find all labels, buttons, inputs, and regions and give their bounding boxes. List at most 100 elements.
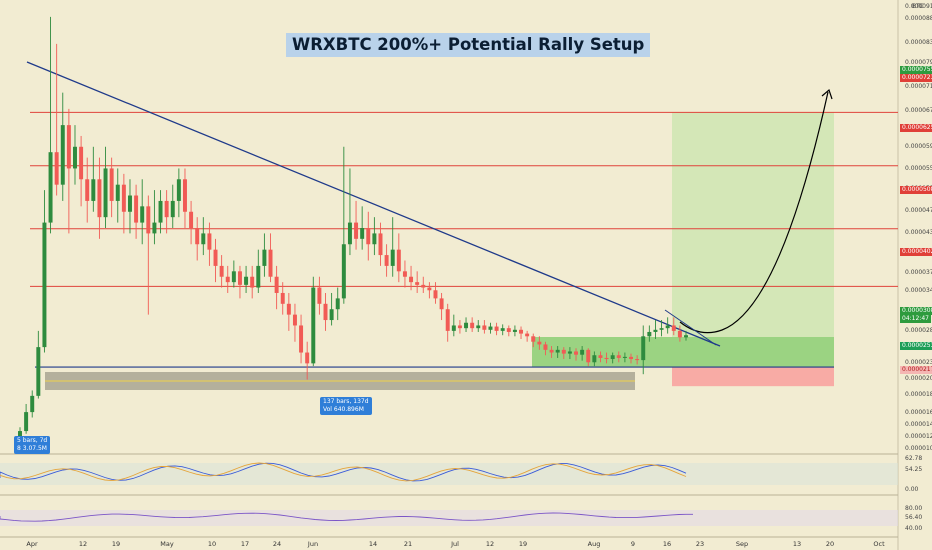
y-tick-label: 0.00006700 [905, 107, 932, 114]
candle-body [311, 287, 316, 364]
candle-body [684, 335, 688, 338]
candle-body [274, 276, 279, 293]
candle-body [256, 265, 261, 288]
x-tick-label: May [160, 540, 174, 548]
candle-body [635, 359, 640, 361]
y-tick-label: 0.00005900 [905, 143, 932, 150]
candle-body [299, 325, 304, 353]
candle-body [152, 222, 157, 234]
candle-body [170, 200, 175, 218]
x-tick-label: 13 [793, 540, 801, 548]
y-tick-label: 0.00007900 [905, 59, 932, 66]
currency-label: BTC [912, 3, 924, 10]
candle-body [97, 179, 102, 218]
candle-body [543, 344, 548, 350]
candle-body [244, 276, 249, 285]
candle-body [372, 233, 377, 245]
y-tick-label: 0.00004700 [905, 207, 932, 214]
candle-body [115, 184, 120, 201]
candle-body [390, 249, 395, 266]
candle-body [127, 195, 132, 212]
x-tick-label: 24 [273, 540, 281, 548]
price-tag-7: 04:12:47 [900, 315, 931, 323]
candle-body [464, 322, 469, 329]
x-tick-label: Jul [450, 540, 459, 548]
candle-body [213, 249, 218, 266]
y-tick-label: 0.00007100 [905, 83, 932, 90]
lower-tick-label: 40.00 [905, 525, 922, 532]
stoch-band [0, 463, 898, 485]
candle-body [237, 271, 242, 285]
candle-body [79, 146, 84, 180]
x-tick-label: 20 [826, 540, 834, 548]
candle-body [561, 349, 566, 354]
candle-body [592, 355, 597, 363]
candle-body [323, 303, 328, 321]
candle-body [18, 431, 22, 440]
candle-body [476, 325, 481, 329]
candle-body [574, 351, 579, 355]
candle-body [537, 341, 542, 345]
candle-body [219, 265, 224, 277]
candle-body [335, 298, 340, 310]
candle-body [292, 314, 297, 326]
candle-body [470, 322, 475, 329]
candle-body [286, 303, 291, 315]
candle-body [647, 331, 652, 337]
y-tick-label: 0.00008800 [905, 15, 932, 22]
projection-curve [679, 91, 829, 334]
y-tick-label: 0.00002050 [905, 375, 932, 382]
y-tick-label: 0.00008300 [905, 39, 932, 46]
price-tag-1: 0.00007554 [900, 66, 932, 74]
candle-body [500, 328, 505, 331]
price-tag-5: 0.00004021 [900, 248, 932, 256]
candle-body [305, 352, 310, 364]
candle-body [103, 168, 108, 218]
range-badge-line-2: Vol 640.896M [323, 406, 364, 413]
candle-body [30, 395, 35, 413]
x-tick-label: 19 [519, 540, 527, 548]
stoch-tick-label: 54.25 [905, 466, 922, 473]
candle-body [567, 351, 572, 354]
candle-body [207, 233, 212, 250]
candle-body [347, 222, 352, 245]
candle-body [629, 356, 633, 360]
candle-body [121, 184, 126, 212]
candle-body [158, 200, 163, 223]
candle-body [176, 179, 181, 201]
lower-panel-band [0, 510, 898, 526]
y-tick-label: 0.00003400 [905, 287, 932, 294]
x-tick-label: Apr [26, 540, 38, 548]
candle-body [677, 330, 682, 338]
stoch-tick-label: 0.00 [905, 486, 919, 493]
candle-body [451, 325, 456, 331]
target-zone [672, 112, 834, 337]
candle-body [189, 211, 194, 228]
candle-body [54, 152, 59, 185]
candle-body [140, 206, 145, 223]
candle-body [36, 347, 41, 396]
y-tick-label: 0.00002800 [905, 327, 932, 334]
x-tick-label: Jun [307, 540, 318, 548]
candle-body [433, 290, 438, 299]
candle-body [616, 355, 621, 358]
candle-body [445, 309, 450, 331]
y-tick-label: 0.00001060 [905, 445, 932, 452]
candle-body [250, 276, 255, 288]
candle-body [85, 179, 90, 201]
stop-zone [672, 367, 834, 387]
bars-range-badge-center: 137 bars, 137d Vol 640.896M [320, 397, 372, 415]
candle-body [604, 357, 609, 360]
candle-body [384, 255, 389, 266]
stoch-d-line [0, 462, 687, 482]
stoch-k-line [0, 462, 687, 482]
candle-body [580, 349, 585, 355]
candle-body [555, 349, 560, 353]
y-tick-label: 0.00001250 [905, 433, 932, 440]
x-tick-label: Aug [588, 540, 601, 548]
candle-body [42, 222, 47, 348]
candle-body [268, 249, 273, 277]
candle-body [317, 287, 322, 304]
